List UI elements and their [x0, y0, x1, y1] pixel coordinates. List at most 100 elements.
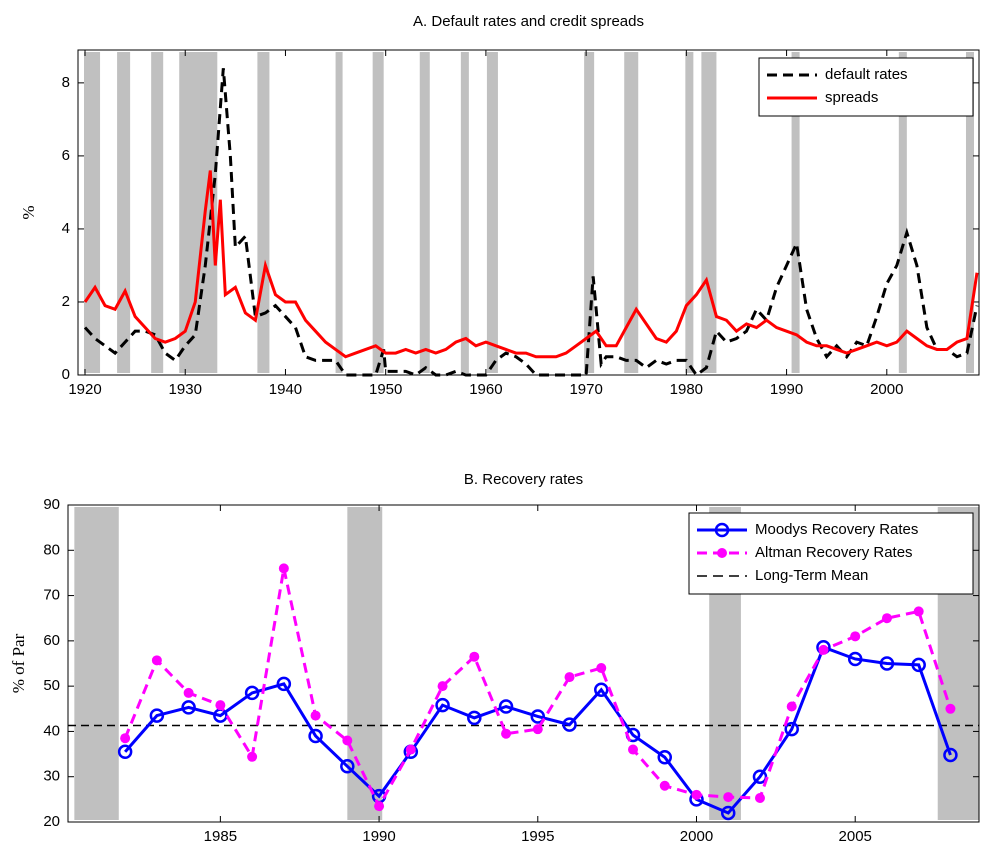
x-tick-label: 1950	[369, 381, 402, 398]
marker	[659, 780, 670, 791]
marker	[151, 655, 162, 666]
y-tick-label: 50	[43, 677, 60, 694]
marker	[276, 676, 292, 692]
y-axis-label: %	[19, 205, 38, 219]
y-tick-label: 0	[62, 366, 70, 383]
marker	[435, 697, 450, 713]
legend-label: Moodys Recovery Rates	[755, 521, 918, 538]
x-tick-label: 1920	[68, 381, 101, 398]
y-tick-label: 2	[62, 293, 70, 310]
marker	[149, 708, 165, 723]
marker	[374, 801, 385, 812]
shaded-period	[965, 52, 974, 373]
legend-label: spreads	[825, 89, 878, 106]
y-tick-label: 70	[43, 587, 60, 604]
shaded-period	[117, 52, 131, 373]
marker	[120, 733, 131, 744]
x-tick-label: 1960	[469, 381, 502, 398]
marker	[720, 805, 736, 821]
marker	[562, 717, 577, 732]
x-tick-label: 1980	[670, 381, 703, 398]
x-tick-label: 1990	[770, 381, 803, 398]
marker	[498, 699, 514, 714]
shaded-period	[372, 52, 384, 373]
marker	[717, 548, 727, 558]
marker	[784, 721, 799, 737]
marker	[278, 563, 289, 574]
y-tick-label: 80	[43, 541, 60, 558]
y-tick-label: 40	[43, 722, 60, 739]
legend-box	[758, 57, 974, 117]
shaded-period	[624, 52, 639, 373]
marker	[405, 744, 416, 755]
marker	[943, 747, 958, 763]
marker	[247, 751, 258, 762]
marker	[596, 663, 607, 674]
marker	[913, 606, 924, 617]
marker	[340, 759, 355, 774]
shaded-period	[74, 507, 119, 820]
y-tick-label: 4	[62, 220, 70, 237]
shaded-period	[257, 52, 270, 373]
series-line	[83, 170, 979, 359]
marker	[850, 631, 861, 642]
marker	[467, 710, 482, 726]
shaded-period	[460, 52, 469, 373]
marker	[308, 728, 323, 744]
chart-title: A. Default rates and credit spreads	[413, 13, 644, 30]
x-tick-label: 1990	[362, 828, 395, 845]
marker	[657, 749, 673, 765]
marker	[310, 710, 321, 721]
marker	[469, 651, 480, 662]
marker	[714, 522, 730, 538]
marker	[881, 613, 892, 624]
x-tick-label: 1995	[521, 828, 554, 845]
marker	[723, 792, 734, 803]
shaded-period	[898, 52, 907, 373]
shaded-period	[584, 52, 595, 373]
plot-frame	[67, 504, 980, 823]
marker	[181, 700, 196, 715]
marker	[786, 701, 797, 712]
legend-label: Long-Term Mean	[755, 567, 868, 584]
marker	[628, 744, 639, 755]
shaded-period	[419, 52, 430, 373]
marker	[564, 672, 575, 683]
marker	[530, 709, 546, 724]
marker	[183, 687, 194, 698]
marker	[594, 682, 609, 698]
y-tick-label: 6	[62, 147, 70, 164]
y-tick-label: 30	[43, 768, 60, 785]
chart-title: B. Recovery rates	[464, 471, 583, 488]
marker	[532, 724, 543, 735]
marker	[244, 685, 260, 701]
y-axis-label: % of Par	[9, 633, 28, 693]
marker	[911, 657, 926, 673]
shaded-period	[701, 52, 717, 373]
plot-frame	[77, 49, 980, 376]
x-tick-label: 1940	[269, 381, 302, 398]
marker	[754, 792, 765, 803]
marker	[342, 735, 353, 746]
marker	[215, 700, 226, 711]
shaded-period	[151, 52, 164, 373]
marker	[847, 651, 863, 667]
marker	[818, 644, 829, 655]
x-tick-label: 2000	[680, 828, 713, 845]
shaded-period	[685, 52, 694, 373]
marker	[501, 728, 512, 739]
x-tick-label: 1985	[204, 828, 237, 845]
marker	[437, 681, 448, 692]
marker	[691, 789, 702, 800]
shaded-period	[335, 52, 343, 373]
y-tick-label: 90	[43, 496, 60, 513]
x-tick-label: 1930	[169, 381, 202, 398]
y-tick-label: 20	[43, 813, 60, 830]
marker	[117, 744, 133, 760]
x-tick-label: 2000	[870, 381, 903, 398]
shaded-period	[791, 52, 800, 373]
x-tick-label: 2005	[839, 828, 872, 845]
y-tick-label: 8	[62, 74, 70, 91]
